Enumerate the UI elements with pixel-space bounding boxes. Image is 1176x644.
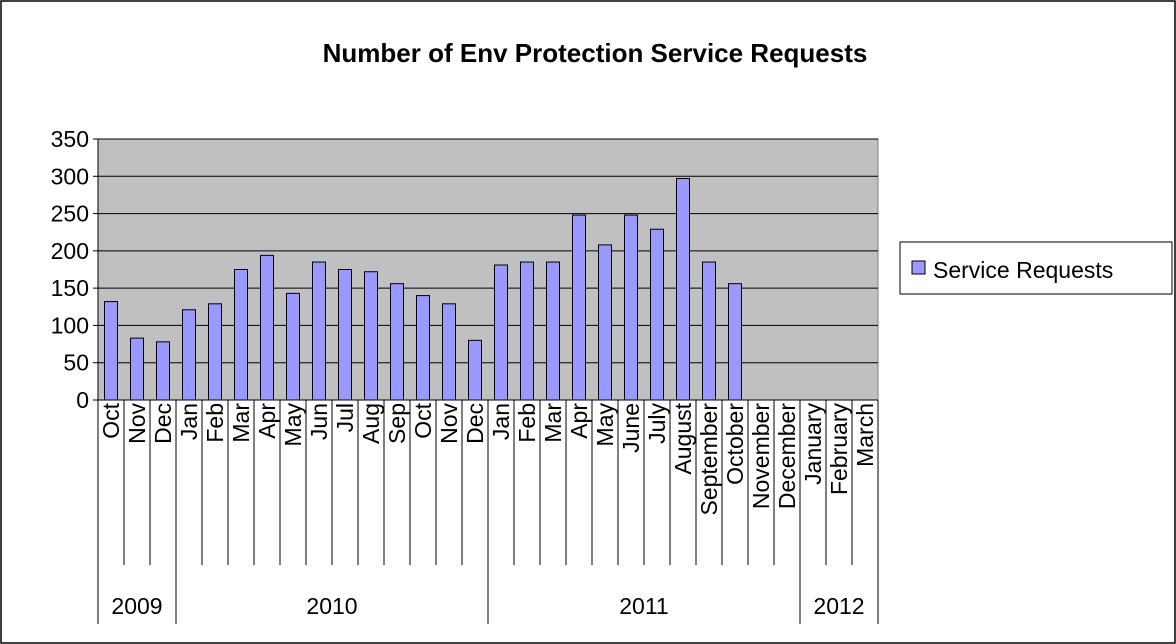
bar bbox=[390, 283, 404, 401]
year-label: 2009 bbox=[111, 593, 162, 619]
legend-swatch bbox=[911, 260, 926, 275]
bar bbox=[494, 264, 508, 401]
y-tick-label: 50 bbox=[63, 350, 89, 376]
x-tick-label: August bbox=[670, 402, 696, 474]
y-tick-label: 200 bbox=[51, 238, 89, 264]
bar bbox=[546, 261, 560, 401]
x-tick-label: March bbox=[852, 403, 878, 467]
bars bbox=[104, 178, 742, 401]
x-tick-label: Apr bbox=[254, 403, 280, 439]
x-tick-label: Jun bbox=[306, 403, 332, 440]
x-tick-label: Mar bbox=[228, 403, 254, 443]
x-tick-label: June bbox=[618, 403, 644, 453]
bar bbox=[728, 283, 742, 401]
y-tick-label: 300 bbox=[51, 163, 89, 189]
bar bbox=[520, 261, 534, 401]
x-tick-label: September bbox=[696, 403, 722, 516]
x-tick-label: Dec bbox=[150, 403, 176, 444]
x-tick-label: July bbox=[644, 403, 670, 444]
x-tick-label: Feb bbox=[202, 403, 228, 443]
legend-label: Service Requests bbox=[933, 257, 1113, 283]
plot-area bbox=[97, 138, 879, 401]
x-tick-label: Feb bbox=[514, 403, 540, 443]
x-tick-label: May bbox=[280, 403, 306, 447]
x-axis: Oct Nov Dec Jan Feb Mar Apr May Jun Jul Aug Sep Oct N… bbox=[97, 399, 879, 624]
bar bbox=[650, 228, 664, 401]
x-tick-label: Mar bbox=[540, 403, 566, 443]
x-tick-label: Aug bbox=[358, 403, 384, 444]
bar bbox=[572, 214, 586, 401]
x-tick-label: Apr bbox=[566, 403, 592, 439]
x-tick-label: Sep bbox=[384, 403, 410, 444]
bar bbox=[416, 295, 430, 401]
year-label: 2010 bbox=[306, 593, 357, 619]
bar bbox=[286, 292, 300, 401]
x-tick-label: May bbox=[592, 403, 618, 447]
x-tick-label: February bbox=[826, 403, 852, 496]
bar bbox=[338, 269, 352, 401]
bar bbox=[702, 261, 716, 401]
bar bbox=[312, 261, 326, 401]
legend: Service Requests bbox=[899, 241, 1173, 295]
y-tick-label: 350 bbox=[51, 126, 89, 152]
bar bbox=[260, 254, 274, 401]
bar bbox=[468, 339, 482, 401]
year-label: 2011 bbox=[619, 593, 668, 619]
x-tick-label: Nov bbox=[124, 403, 150, 444]
year-label: 2012 bbox=[813, 593, 864, 619]
x-tick-label: Jul bbox=[332, 403, 358, 432]
x-tick-label: Dec bbox=[462, 403, 488, 444]
y-tick-label: 0 bbox=[76, 387, 89, 413]
x-tick-label: Jan bbox=[176, 403, 202, 440]
bar bbox=[234, 269, 248, 401]
bar bbox=[442, 303, 456, 401]
x-tick-label: November bbox=[748, 403, 774, 509]
bar bbox=[624, 214, 638, 401]
x-tick-label: January bbox=[800, 403, 826, 485]
y-axis: 0 50 100 150 200 250 300 350 bbox=[51, 126, 99, 413]
bar bbox=[208, 303, 222, 401]
x-tick-label: Oct bbox=[98, 402, 124, 438]
x-tick-label: December bbox=[774, 403, 800, 509]
x-tick-label: Nov bbox=[436, 403, 462, 444]
bar bbox=[364, 271, 378, 401]
bar bbox=[104, 301, 118, 401]
x-tick-label: Oct bbox=[410, 402, 436, 438]
y-tick-label: 250 bbox=[51, 201, 89, 227]
bar bbox=[676, 178, 690, 401]
bar bbox=[130, 337, 144, 401]
gridlines bbox=[98, 138, 878, 364]
bar bbox=[156, 341, 170, 401]
y-tick-label: 150 bbox=[51, 275, 89, 301]
x-tick-label: October bbox=[722, 403, 748, 485]
x-tick-label: Jan bbox=[488, 403, 514, 440]
bar bbox=[598, 244, 612, 401]
bar bbox=[182, 309, 196, 401]
legend-box bbox=[899, 241, 1173, 295]
y-tick-label: 100 bbox=[51, 312, 89, 338]
chart-title: Number of Env Protection Service Request… bbox=[323, 38, 868, 68]
